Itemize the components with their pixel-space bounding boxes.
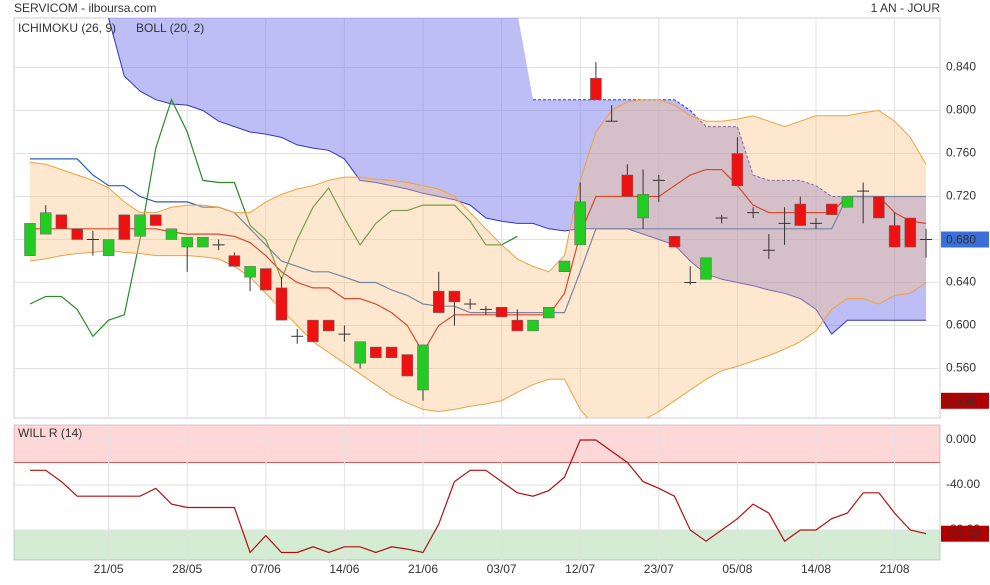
- candle-body: [904, 217, 917, 248]
- period-label: 1 AN - JOUR: [871, 1, 941, 15]
- candle-body: [841, 196, 854, 208]
- value-marker-label: -83.33: [946, 527, 980, 541]
- x-tick-label: 23/07: [644, 562, 674, 576]
- candle-body: [417, 344, 429, 391]
- candle-body: [260, 268, 272, 291]
- indicator-line: [30, 158, 926, 314]
- ichimoku-cloud: [108, 18, 927, 335]
- candle-body: [165, 228, 178, 240]
- candle-body: [558, 260, 571, 273]
- plot-layer: [14, 425, 940, 560]
- x-tick-label: 12/07: [565, 562, 595, 576]
- panel-title: WILL R (14): [18, 426, 82, 440]
- candle-body: [668, 236, 681, 248]
- candle-body: [354, 341, 366, 364]
- candle-body: [322, 319, 335, 332]
- candle-body: [150, 214, 162, 226]
- candle-body: [888, 225, 901, 248]
- line-series: [30, 439, 927, 554]
- candle-body: [55, 214, 68, 230]
- y-tick-label: 0.640: [946, 275, 976, 289]
- x-tick-label: 07/06: [251, 562, 281, 576]
- candle-body: [385, 346, 398, 359]
- candle-body: [700, 257, 712, 280]
- value-marker: [941, 392, 989, 409]
- candle-body: [543, 306, 555, 319]
- value-marker-label: 0.530: [946, 394, 976, 408]
- candle-body: [370, 346, 382, 359]
- zone: [14, 425, 940, 463]
- candle-body: [71, 228, 83, 240]
- value-marker-label: 0.680: [946, 233, 976, 247]
- candle-body: [102, 239, 115, 256]
- candle-body: [134, 214, 146, 237]
- indicator-line: [30, 169, 927, 354]
- plot-layer: [14, 18, 940, 418]
- x-tick-label: 28/05: [172, 562, 202, 576]
- candle-body: [228, 255, 241, 267]
- candle-body: [24, 223, 36, 256]
- y-tick-label: 0.000: [946, 432, 976, 446]
- candle-body: [244, 266, 256, 278]
- y-tick-label: 0.760: [946, 146, 976, 160]
- y-tick-label: 0.560: [946, 361, 976, 375]
- candle-body: [495, 306, 508, 318]
- indicator-line: [29, 98, 518, 338]
- plot-area: [13, 424, 941, 561]
- candle-body: [574, 201, 586, 246]
- zone: [14, 529, 940, 560]
- candle-body: [511, 319, 524, 332]
- bollinger-upper: [29, 99, 927, 273]
- candle-body: [275, 287, 288, 321]
- y-tick-label: 0.840: [946, 60, 976, 74]
- candle-body: [448, 290, 461, 303]
- candle-body: [637, 194, 649, 219]
- candle-body: [197, 237, 209, 248]
- x-tick-label: 21/05: [94, 562, 124, 576]
- y-tick-label: 0.720: [946, 189, 976, 203]
- candle-body: [401, 354, 414, 377]
- plot-area: [13, 17, 941, 419]
- x-tick-label: 14/08: [801, 562, 831, 576]
- x-tick-label: 21/06: [408, 562, 438, 576]
- candle-body: [432, 290, 445, 313]
- candle-body: [590, 77, 602, 100]
- y-tick-label: -40.00: [946, 477, 980, 491]
- y-tick-label: 0.600: [946, 318, 976, 332]
- chart-title: SERVICOM - ilboursa.com: [14, 1, 156, 15]
- candle-body: [731, 153, 744, 186]
- value-marker: [941, 231, 989, 248]
- y-tick-label: 0.800: [946, 103, 976, 117]
- x-tick-label: 14/06: [329, 562, 359, 576]
- value-marker: [941, 525, 989, 542]
- candle-body: [621, 174, 634, 197]
- x-tick-label: 05/08: [722, 562, 752, 576]
- candle-body: [527, 319, 539, 332]
- x-tick-label: 03/07: [487, 562, 517, 576]
- bollinger-band: [30, 99, 927, 418]
- x-tick-label: 21/08: [880, 562, 910, 576]
- legend-entry: ICHIMOKU (26, 9): [18, 21, 116, 35]
- candle-body: [39, 212, 52, 235]
- candle-body: [873, 196, 885, 219]
- candle-body: [825, 203, 838, 216]
- candle-body: [118, 214, 131, 240]
- candle-body: [181, 237, 193, 248]
- bollinger-lower: [29, 249, 927, 418]
- candle-body: [307, 319, 319, 342]
- legend-entry: BOLL (20, 2): [136, 21, 204, 35]
- senkou-a: [108, 18, 926, 335]
- candle-body: [794, 203, 807, 226]
